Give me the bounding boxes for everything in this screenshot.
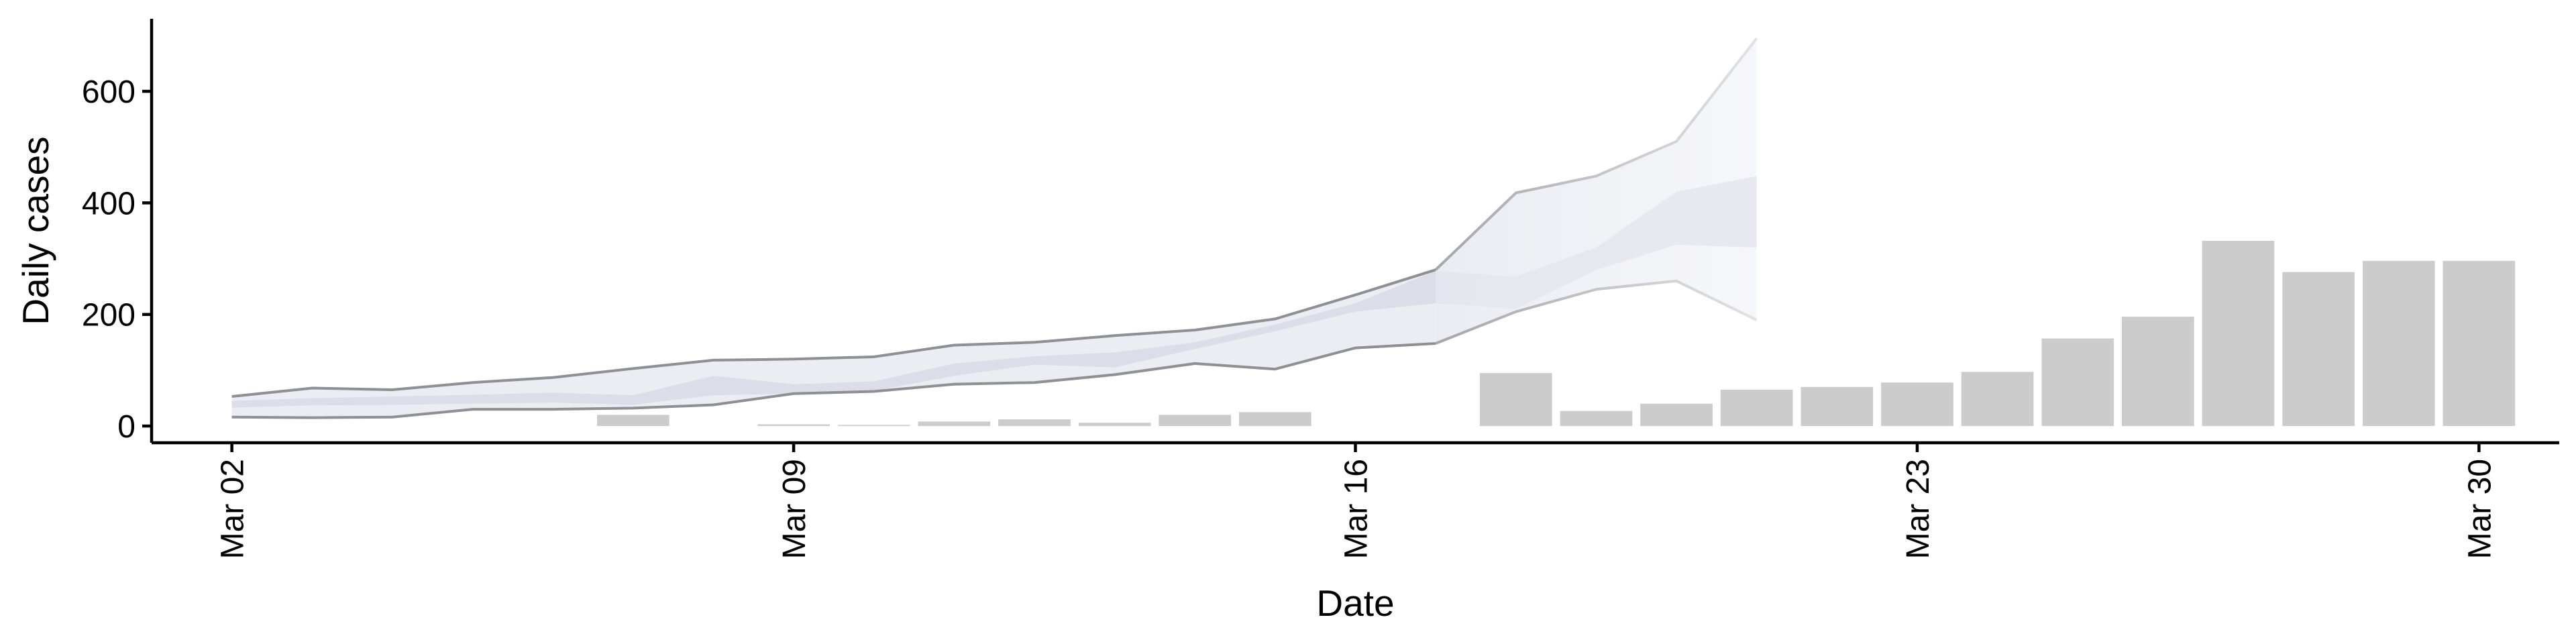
estimate-upper-line: [231, 268, 1436, 398]
bar: [2122, 317, 2194, 427]
bar: [757, 424, 830, 427]
forecast-outer-band: [1436, 38, 1757, 343]
forecast-inner-band: [1436, 176, 1757, 309]
bar: [1801, 386, 1874, 426]
bar: [597, 415, 669, 426]
bar: [1560, 411, 1633, 427]
bar: [1078, 423, 1151, 427]
forecast-upper-line: [1434, 37, 1758, 271]
bar: [918, 421, 991, 427]
bar: [1239, 412, 1311, 427]
bars-layer: [597, 241, 2516, 427]
y-tick-label: 200: [82, 298, 136, 333]
bar: [2202, 241, 2275, 427]
bar: [2041, 338, 2114, 427]
bar: [2443, 260, 2516, 426]
estimate-outer-band: [231, 270, 1436, 418]
bar: [1159, 415, 1232, 426]
estimate-lower-line: [231, 342, 1436, 419]
x-tick-label: Mar 02: [215, 459, 251, 559]
bar: [2362, 260, 2435, 426]
x-tick-label: Mar 30: [2462, 459, 2498, 559]
bar: [2282, 272, 2355, 426]
bar: [1961, 372, 2034, 427]
y-axis-title: Daily cases: [15, 136, 56, 325]
y-tick-label: 0: [117, 409, 136, 445]
bar: [1479, 373, 1552, 427]
x-tick-label: Mar 16: [1339, 459, 1375, 559]
bar: [998, 419, 1071, 427]
x-tick-label: Mar 23: [1900, 459, 1936, 559]
y-tick-label: 400: [82, 186, 136, 221]
axes-layer: 0 200 400 600 Mar 02 Mar 09 Mar 16 Mar 23 Mar 30: [82, 19, 2559, 559]
bar: [837, 425, 910, 427]
bar: [1881, 382, 1953, 427]
bar: [1720, 390, 1793, 427]
y-tick-label: 600: [82, 74, 136, 110]
x-tick-label: Mar 09: [777, 459, 812, 559]
bar: [1640, 403, 1713, 427]
forecast-lower-line: [1435, 279, 1758, 345]
x-axis-title: Date: [1316, 582, 1394, 624]
bands-layer: [231, 37, 1758, 419]
